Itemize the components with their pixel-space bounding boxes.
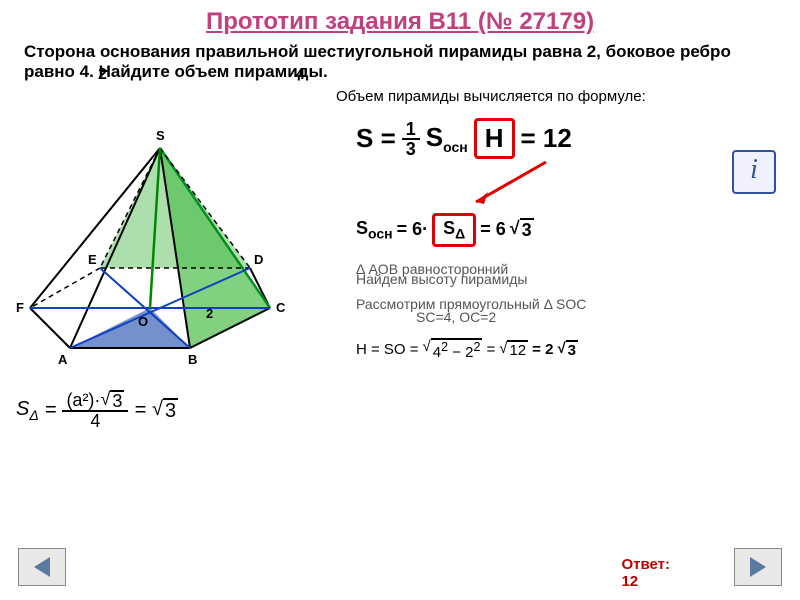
next-button[interactable] <box>734 548 782 586</box>
label-a: A <box>58 352 67 367</box>
s-triangle-formula: SΔ = (a²)· √3 4 = √3 <box>16 390 178 430</box>
label-f: F <box>16 300 24 315</box>
overlay-2: 2 <box>98 66 107 84</box>
f-eq12: = 12 <box>521 123 572 154</box>
answer-text: Ответ: 12 <box>621 556 670 590</box>
problem-text: Сторона основания правильной шестиугольн… <box>0 36 800 88</box>
f-sosn: Sосн <box>426 122 468 155</box>
label-d: D <box>254 252 263 267</box>
label-b: B <box>188 352 197 367</box>
label-c: C <box>276 300 285 315</box>
s-delta-box: SΔ <box>432 213 476 247</box>
label-o: O <box>138 314 148 329</box>
page-title: Прототип задания B11 (№ 27179) <box>0 0 800 36</box>
label-e: E <box>88 252 97 267</box>
note-4: SC=4, OC=2 <box>416 309 776 326</box>
formula-desc: Объем пирамиды вычисляется по формуле: <box>336 88 646 105</box>
f-lhs: S = <box>356 123 396 154</box>
pyramid-diagram: S A B C D E F O 2 <box>10 118 330 378</box>
info-button[interactable]: i <box>732 150 776 194</box>
label-s: S <box>156 128 165 143</box>
overlay-4: 4 <box>296 66 305 84</box>
prev-button[interactable] <box>18 548 66 586</box>
formulas-area: S = 1 3 Sосн H = 12 Sосн = 6· SΔ = 6 √3 <box>356 118 776 361</box>
note-2: Найдем высоту пирамиды <box>356 271 776 288</box>
label-2: 2 <box>206 306 213 321</box>
h-formula: H = SO = √ 42 − 22 = √12 = 2 √3 <box>356 338 776 361</box>
arrow-icon <box>356 152 776 212</box>
sosn-formula: Sосн = 6· SΔ = 6 √3 <box>356 213 776 247</box>
